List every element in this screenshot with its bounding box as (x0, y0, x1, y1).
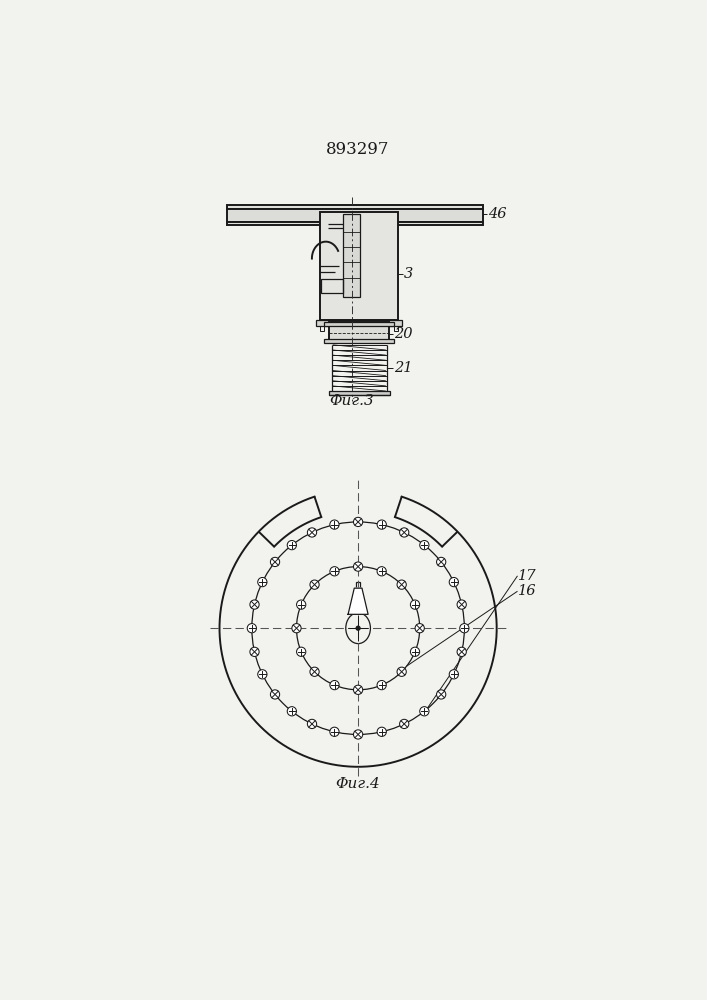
Circle shape (310, 667, 319, 676)
Circle shape (330, 567, 339, 576)
Circle shape (377, 567, 386, 576)
Circle shape (292, 624, 301, 633)
Circle shape (457, 647, 467, 656)
Text: 46: 46 (489, 207, 507, 221)
Circle shape (270, 557, 280, 567)
Circle shape (397, 580, 407, 589)
Bar (316, 320, 402, 326)
Bar (320, 326, 325, 331)
Bar (356, 582, 361, 588)
Bar (227, 222, 483, 225)
Circle shape (296, 600, 306, 609)
Circle shape (354, 562, 363, 571)
Text: 3: 3 (404, 267, 414, 281)
Circle shape (399, 719, 409, 729)
Bar (227, 205, 483, 209)
Circle shape (449, 670, 458, 679)
Circle shape (287, 541, 296, 550)
Circle shape (420, 707, 429, 716)
Circle shape (308, 719, 317, 729)
Text: Φиг.3: Φиг.3 (329, 394, 374, 408)
Circle shape (436, 557, 446, 567)
Text: 893297: 893297 (327, 141, 390, 158)
Bar (320, 212, 398, 320)
Text: 21: 21 (395, 361, 413, 375)
Circle shape (410, 600, 420, 609)
Circle shape (330, 727, 339, 736)
Text: Φиг.4: Φиг.4 (336, 777, 380, 791)
Bar (344, 214, 361, 297)
Circle shape (397, 667, 407, 676)
Circle shape (296, 647, 306, 656)
Text: 16: 16 (518, 584, 537, 598)
Circle shape (460, 624, 469, 633)
Circle shape (250, 600, 259, 609)
Bar (329, 322, 389, 343)
Circle shape (308, 528, 317, 537)
Bar (325, 339, 394, 343)
Circle shape (354, 685, 363, 694)
Circle shape (330, 520, 339, 529)
Circle shape (270, 690, 280, 699)
Circle shape (410, 647, 420, 656)
Circle shape (356, 626, 360, 630)
Circle shape (399, 528, 409, 537)
Circle shape (247, 624, 257, 633)
Circle shape (377, 520, 386, 529)
Circle shape (258, 577, 267, 587)
Circle shape (457, 600, 467, 609)
Circle shape (436, 690, 446, 699)
Bar (353, 326, 357, 331)
Bar (227, 209, 483, 222)
Text: 20: 20 (395, 327, 413, 341)
Circle shape (258, 670, 267, 679)
Circle shape (354, 730, 363, 739)
Circle shape (420, 541, 429, 550)
Circle shape (330, 680, 339, 690)
Circle shape (377, 727, 386, 736)
Text: 17: 17 (518, 569, 537, 583)
Polygon shape (348, 588, 368, 614)
Circle shape (449, 577, 458, 587)
Bar (325, 322, 394, 326)
Circle shape (250, 647, 259, 656)
Circle shape (377, 680, 386, 690)
Bar (329, 391, 390, 395)
Circle shape (354, 517, 363, 527)
Circle shape (415, 624, 424, 633)
Bar (394, 326, 398, 331)
Bar (321, 279, 343, 293)
Circle shape (287, 707, 296, 716)
Bar (346, 326, 351, 331)
Circle shape (310, 580, 319, 589)
